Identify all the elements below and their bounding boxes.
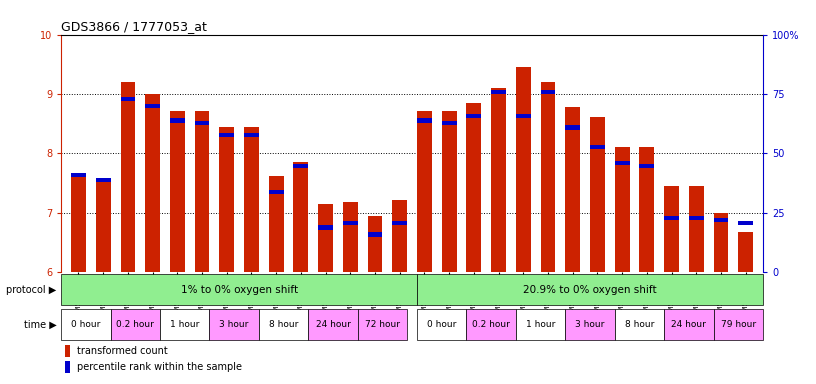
Bar [417,118,432,122]
Text: 24 hour: 24 hour [316,320,350,329]
Bar [467,114,481,118]
Text: 1% to 0% oxygen shift: 1% to 0% oxygen shift [180,285,298,295]
Bar [71,174,86,272]
Text: 3 hour: 3 hour [575,320,605,329]
Bar [713,309,763,340]
Text: percentile rank within the sample: percentile rank within the sample [77,362,242,372]
Bar [95,178,111,182]
Bar [516,114,530,118]
Text: 20.9% to 0% oxygen shift: 20.9% to 0% oxygen shift [523,285,657,295]
Bar [367,216,383,272]
Bar [121,82,135,272]
Bar [210,309,259,340]
Bar [160,309,210,340]
Text: 24 hour: 24 hour [672,320,707,329]
Bar [713,218,729,222]
Bar [294,162,308,272]
Text: 0.2 hour: 0.2 hour [117,320,154,329]
Bar [614,147,629,272]
Bar [343,220,357,225]
Bar [417,274,763,305]
Bar [738,232,753,272]
Bar [268,190,284,194]
Bar [540,82,556,272]
Bar [95,180,111,272]
Bar [64,361,70,373]
Bar [170,118,184,122]
Bar [467,103,481,272]
Bar [441,121,457,125]
Text: time ▶: time ▶ [24,319,56,329]
Text: protocol ▶: protocol ▶ [6,285,56,295]
Text: 1 hour: 1 hour [526,320,555,329]
Text: 0 hour: 0 hour [71,320,100,329]
Bar [121,97,135,101]
Bar [343,202,357,272]
Bar [392,220,407,225]
Bar [664,309,713,340]
Bar [614,309,664,340]
Bar [417,309,467,340]
Bar [145,94,160,272]
Bar [244,127,259,272]
Bar [441,111,457,272]
Bar [590,144,605,149]
Bar [689,216,703,220]
Bar [664,186,679,272]
Bar [516,309,565,340]
Bar [308,309,357,340]
Bar [392,200,407,272]
Bar [318,204,333,272]
Text: 0.2 hour: 0.2 hour [472,320,510,329]
Bar [195,121,210,125]
Bar [220,132,234,137]
Bar [590,117,605,272]
Text: GDS3866 / 1777053_at: GDS3866 / 1777053_at [61,20,207,33]
Bar [145,104,160,108]
Bar [664,216,679,220]
Bar [640,164,654,168]
Bar [565,126,580,130]
Bar [640,147,654,272]
Bar [71,173,86,177]
Text: 0 hour: 0 hour [427,320,456,329]
Bar [516,67,530,272]
Text: 1 hour: 1 hour [170,320,199,329]
Bar [540,90,556,94]
Text: 8 hour: 8 hour [625,320,654,329]
Bar [565,107,580,272]
Bar [565,309,614,340]
Bar [318,225,333,230]
Bar [61,309,111,340]
Bar [268,176,284,272]
Text: transformed count: transformed count [77,346,167,356]
Bar [467,309,516,340]
Bar [689,186,703,272]
Text: 3 hour: 3 hour [220,320,249,329]
Bar [61,274,417,305]
Text: 72 hour: 72 hour [365,320,400,329]
Bar [64,345,70,357]
Text: 8 hour: 8 hour [269,320,299,329]
Bar [170,111,184,272]
Bar [244,132,259,137]
Bar [417,111,432,272]
Bar [195,111,210,272]
Bar [713,213,729,272]
Bar [357,309,407,340]
Bar [491,90,506,94]
Bar [259,309,308,340]
Bar [614,161,629,166]
Bar [111,309,160,340]
Bar [738,220,753,225]
Bar [220,127,234,272]
Bar [294,164,308,168]
Bar [491,88,506,272]
Bar [367,232,383,237]
Text: 79 hour: 79 hour [721,320,756,329]
